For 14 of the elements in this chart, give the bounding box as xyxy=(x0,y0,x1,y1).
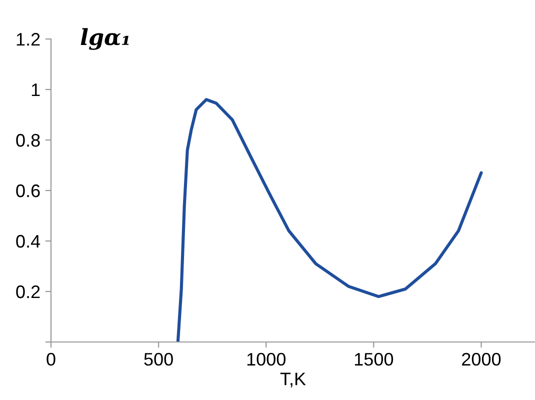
y-axis-title: lgα₁ xyxy=(80,28,129,50)
y-tick-label: 0.4 xyxy=(16,234,40,248)
y-tick-label: 0.2 xyxy=(16,285,40,298)
x-tick-label: 500 xyxy=(144,352,173,366)
x-tick-label: 0 xyxy=(46,352,56,366)
y-tick-label: 1 xyxy=(32,84,40,96)
y-tick-label: 0.6 xyxy=(16,184,40,198)
x-tick-label: 2000 xyxy=(462,352,501,366)
y-tick-label: 0.8 xyxy=(16,134,40,147)
x-axis-title: T,K xyxy=(280,372,306,388)
line-series xyxy=(176,98,483,342)
y-tick-label: 1.2 xyxy=(16,32,40,46)
x-tick-label: 1000 xyxy=(247,352,286,366)
x-tick-label: 1500 xyxy=(354,352,394,366)
